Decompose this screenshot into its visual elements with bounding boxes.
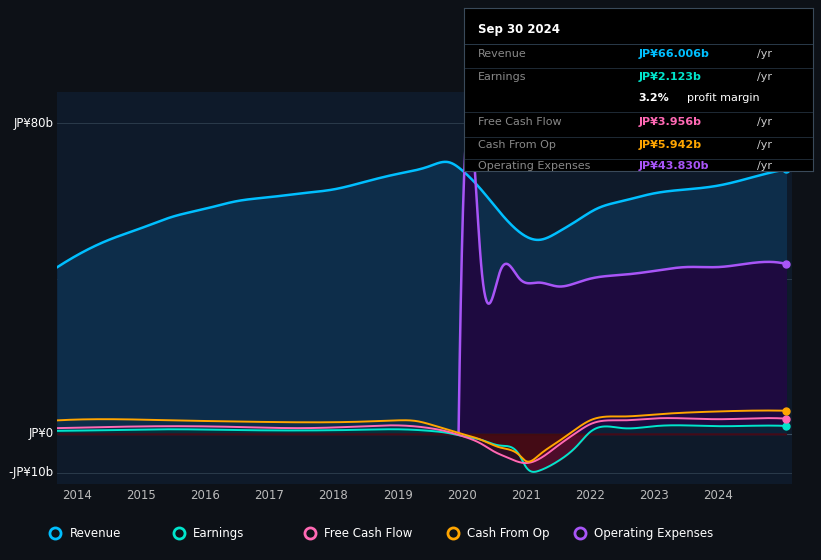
- Text: Free Cash Flow: Free Cash Flow: [478, 117, 562, 127]
- Text: JP¥0: JP¥0: [29, 427, 54, 441]
- Text: Earnings: Earnings: [478, 72, 526, 82]
- Text: JP¥80b: JP¥80b: [14, 117, 54, 130]
- Text: JP¥3.956b: JP¥3.956b: [639, 117, 701, 127]
- Text: Revenue: Revenue: [478, 49, 526, 59]
- Text: Earnings: Earnings: [193, 527, 244, 540]
- Text: JP¥43.830b: JP¥43.830b: [639, 161, 709, 171]
- Text: Sep 30 2024: Sep 30 2024: [478, 23, 560, 36]
- Text: /yr: /yr: [757, 49, 772, 59]
- Text: Cash From Op: Cash From Op: [478, 140, 556, 150]
- Text: /yr: /yr: [757, 140, 772, 150]
- Text: JP¥2.123b: JP¥2.123b: [639, 72, 701, 82]
- Text: Free Cash Flow: Free Cash Flow: [324, 527, 412, 540]
- Text: /yr: /yr: [757, 72, 772, 82]
- Text: Revenue: Revenue: [70, 527, 121, 540]
- Text: Operating Expenses: Operating Expenses: [594, 527, 713, 540]
- Text: 3.2%: 3.2%: [639, 93, 669, 102]
- Text: /yr: /yr: [757, 117, 772, 127]
- Text: profit margin: profit margin: [687, 93, 759, 102]
- Text: Cash From Op: Cash From Op: [467, 527, 549, 540]
- Text: /yr: /yr: [757, 161, 772, 171]
- Text: JP¥5.942b: JP¥5.942b: [639, 140, 701, 150]
- Text: JP¥66.006b: JP¥66.006b: [639, 49, 709, 59]
- Text: -JP¥10b: -JP¥10b: [9, 466, 54, 479]
- Text: Operating Expenses: Operating Expenses: [478, 161, 590, 171]
